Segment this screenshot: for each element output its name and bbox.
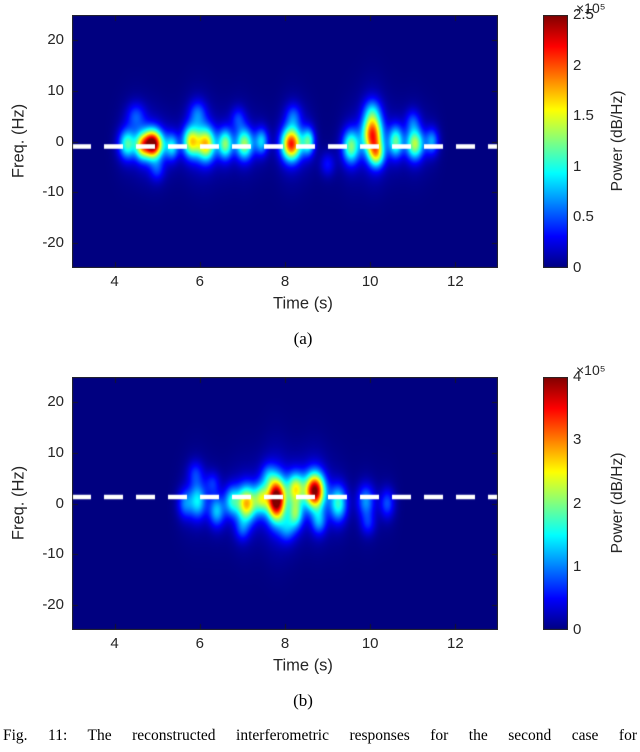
spectrogram-heatmap	[72, 15, 498, 268]
y-tick-label: -20	[42, 595, 64, 613]
colorbar-tick-label: 1	[573, 157, 582, 175]
colorbar-tick-label: 0	[573, 621, 582, 638]
panel-label: (b)	[293, 691, 313, 710]
x-tick-label: 4	[110, 635, 119, 652]
x-tick-label: 10	[361, 635, 379, 652]
y-tick-label: 20	[47, 31, 64, 49]
figure-caption: Fig. 11: The reconstructed interferometr…	[3, 727, 637, 744]
x-tick-label: 4	[110, 273, 119, 290]
panel-a: Freq. (Hz) ×10⁵ Power (dB/Hz) Time (s) (…	[0, 0, 640, 362]
colorbar-gradient	[543, 377, 568, 630]
colorbar-tick-label: 2	[573, 56, 582, 74]
y-tick-label: 20	[47, 393, 64, 411]
colorbar-label: Power (dB/Hz)	[609, 90, 626, 192]
colorbar-tick-label: 2.5	[573, 6, 594, 23]
y-tick-label: -20	[42, 233, 64, 251]
y-tick-label: -10	[42, 183, 64, 201]
colorbar-tick-label: 0	[573, 259, 582, 276]
panel-label: (a)	[293, 329, 313, 348]
x-tick-label: 6	[195, 635, 204, 652]
x-tick-label: 12	[447, 635, 464, 652]
colorbar	[543, 15, 568, 268]
colorbar-tick-label: 0.5	[573, 208, 594, 226]
colorbar-tick-label: 1	[573, 557, 582, 575]
panel-b: Freq. (Hz) ×10⁵ Power (dB/Hz) Time (s) (…	[0, 362, 640, 724]
colorbar-tick-label: 3	[573, 431, 582, 449]
x-axis-label: Time (s)	[273, 656, 333, 675]
colorbar-tick-label: 1.5	[573, 107, 594, 125]
x-axis-label: Time (s)	[273, 294, 333, 313]
colorbar-gradient	[543, 15, 568, 268]
plot-area	[72, 377, 498, 630]
x-tick-label: 8	[280, 635, 290, 652]
colorbar-tick-label: 4	[573, 368, 582, 385]
colorbar	[543, 377, 568, 630]
y-tick-label: 0	[55, 132, 64, 150]
spectrogram-heatmap	[72, 377, 498, 630]
colorbar-tick-label: 2	[573, 494, 582, 512]
y-tick-label: 10	[47, 443, 64, 461]
plot-area	[72, 15, 498, 268]
colorbar-exponent: ×10⁵	[576, 0, 606, 16]
x-tick-label: 10	[361, 273, 379, 290]
y-tick-label: 0	[55, 494, 64, 512]
x-tick-label: 8	[280, 273, 290, 290]
y-tick-label: -10	[42, 545, 64, 563]
y-tick-label: 10	[47, 81, 64, 99]
colorbar-exponent: ×10⁵	[576, 362, 606, 378]
x-tick-label: 6	[195, 273, 204, 290]
x-tick-label: 12	[447, 273, 464, 290]
